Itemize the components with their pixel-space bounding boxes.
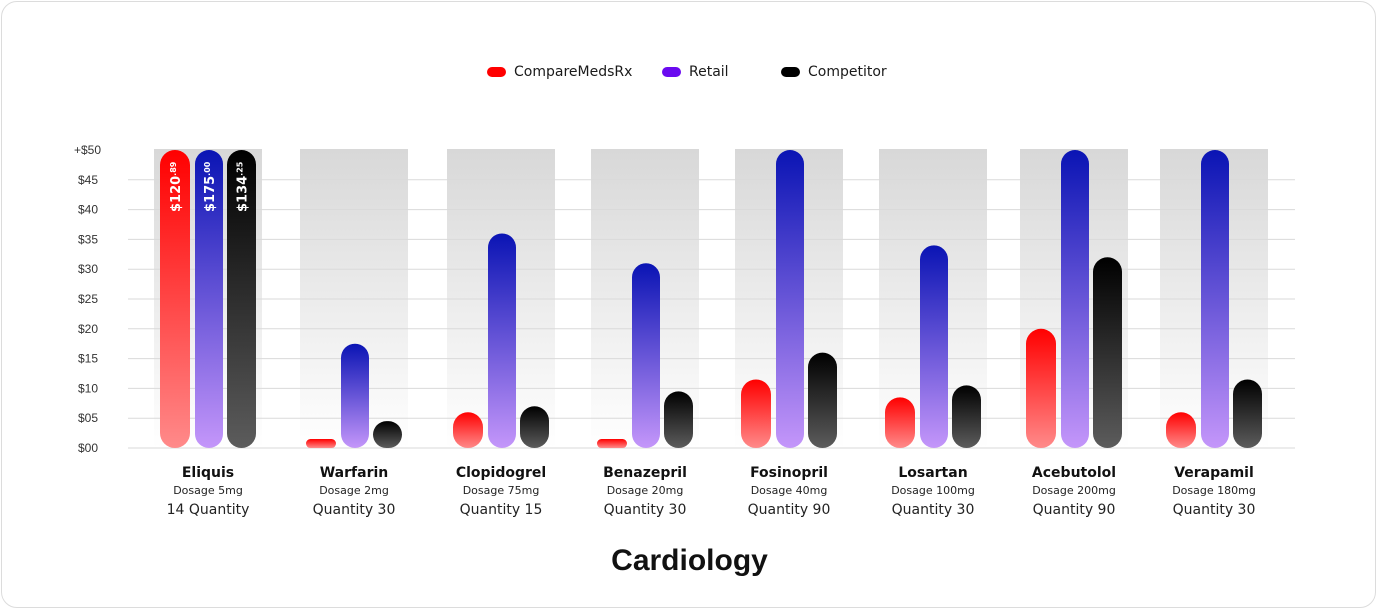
chart-title: Cardiology: [611, 544, 768, 577]
bar-value-label: $134.25: [236, 161, 251, 212]
bar-benazepril-comparemedsrx[interactable]: [597, 439, 627, 448]
legend-label: Retail: [689, 64, 729, 80]
bar-verapamil-competitor[interactable]: [1233, 379, 1262, 448]
bar-acebutolol-retail[interactable]: [1061, 150, 1089, 448]
category-quantity: Quantity 30: [892, 502, 975, 518]
category-quantity: Quantity 30: [604, 502, 687, 518]
y-tick-label: $35: [78, 232, 98, 246]
x-axis-labels: Eliquis Dosage 5mg 14 Quantity Warfarin Dosa…: [167, 465, 1256, 518]
bar-clopidogrel-competitor[interactable]: [520, 406, 549, 448]
bar-fosinopril-comparemedsrx[interactable]: [741, 379, 771, 448]
bar-value-label: $175.00: [203, 161, 218, 212]
bar-losartan-retail[interactable]: [920, 245, 948, 448]
legend-swatch-competitor: [781, 67, 800, 77]
y-axis-ticks: $00 $05 $10 $15 $20 $25 $30 $35 $40 $45 +$50: [74, 143, 101, 455]
category-quantity: Quantity 90: [1033, 502, 1116, 518]
category-dosage: Dosage 75mg: [463, 484, 540, 497]
bar-benazepril-retail[interactable]: [632, 263, 660, 448]
category-quantity: Quantity 90: [748, 502, 831, 518]
bar-eliquis-retail[interactable]: [195, 150, 223, 448]
y-tick-label: $00: [78, 441, 98, 455]
bars: $120.89 $175.00 $134.25: [160, 150, 1262, 448]
category-quantity: Quantity 15: [460, 502, 543, 518]
bar-clopidogrel-comparemedsrx[interactable]: [453, 412, 483, 448]
y-tick-label: $40: [78, 203, 98, 217]
category-dosage: Dosage 200mg: [1032, 484, 1116, 497]
y-tick-label: $20: [78, 322, 98, 336]
y-tick-label: $30: [78, 262, 98, 276]
category-name: Warfarin: [320, 465, 389, 481]
bar-verapamil-retail[interactable]: [1201, 150, 1229, 448]
y-tick-label: $10: [78, 381, 98, 395]
bar-losartan-competitor[interactable]: [952, 385, 981, 448]
bar-verapamil-comparemedsrx[interactable]: [1166, 412, 1196, 448]
bar-eliquis-competitor[interactable]: [227, 150, 256, 448]
category-name: Acebutolol: [1032, 465, 1116, 481]
bar-losartan-comparemedsrx[interactable]: [885, 397, 915, 448]
category-dosage: Dosage 40mg: [751, 484, 828, 497]
legend-label: Competitor: [808, 64, 887, 80]
bar-clopidogrel-retail[interactable]: [488, 233, 516, 448]
bar-warfarin-retail[interactable]: [341, 343, 369, 448]
category-name: Benazepril: [603, 465, 687, 481]
legend-swatch-retail: [662, 67, 681, 77]
category-quantity: Quantity 30: [313, 502, 396, 518]
category-dosage: Dosage 20mg: [607, 484, 684, 497]
bar-fosinopril-competitor[interactable]: [808, 352, 837, 448]
y-tick-label: $15: [78, 352, 98, 366]
category-name: Losartan: [898, 465, 967, 481]
y-tick-label: $05: [78, 411, 98, 425]
category-name: Clopidogrel: [456, 465, 546, 481]
legend-item-competitor[interactable]: Competitor: [781, 64, 887, 80]
category-quantity: 14 Quantity: [167, 502, 250, 518]
bar-warfarin-comparemedsrx[interactable]: [306, 439, 336, 448]
legend-label: CompareMedsRx: [514, 64, 633, 80]
y-tick-label: +$50: [74, 143, 101, 157]
category-name: Verapamil: [1174, 465, 1254, 481]
legend-swatch-comparemedsrx: [487, 67, 506, 77]
bar-acebutolol-competitor[interactable]: [1093, 257, 1122, 448]
bar-warfarin-competitor[interactable]: [373, 421, 402, 448]
category-dosage: Dosage 5mg: [173, 484, 243, 497]
bar-value-label: $120.89: [169, 161, 184, 212]
category-dosage: Dosage 100mg: [891, 484, 975, 497]
category-dosage: Dosage 2mg: [319, 484, 389, 497]
legend-item-retail[interactable]: Retail: [662, 64, 729, 80]
category-name: Eliquis: [182, 465, 234, 481]
bar-benazepril-competitor[interactable]: [664, 391, 693, 448]
category-quantity: Quantity 30: [1173, 502, 1256, 518]
bar-eliquis-comparemedsrx[interactable]: [160, 150, 190, 448]
bar-acebutolol-comparemedsrx[interactable]: [1026, 328, 1056, 448]
y-tick-label: $45: [78, 173, 98, 187]
legend-item-comparemedsrx[interactable]: CompareMedsRx: [487, 64, 632, 80]
y-tick-label: $25: [78, 292, 98, 306]
chart-legend: CompareMedsRx Retail Competitor: [0, 64, 1379, 84]
bar-fosinopril-retail[interactable]: [776, 150, 804, 448]
category-name: Fosinopril: [750, 465, 828, 481]
category-dosage: Dosage 180mg: [1172, 484, 1256, 497]
